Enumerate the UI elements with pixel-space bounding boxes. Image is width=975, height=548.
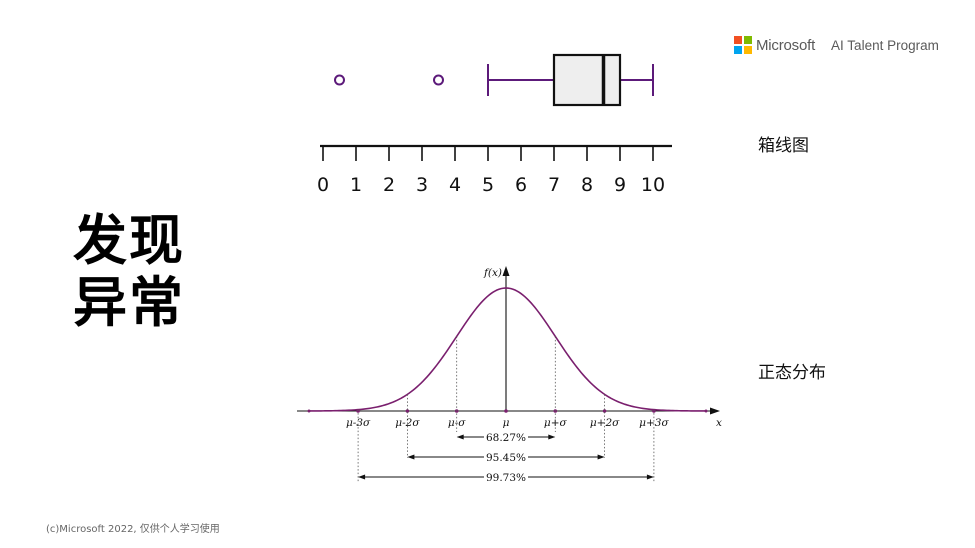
boxplot-chart: 0 1 2 3 4 5 6 7 8 9 10	[317, 53, 672, 196]
normal-sigma-label: μ-σ	[448, 417, 466, 429]
logo-square	[744, 36, 752, 44]
normal-interval-arrowhead	[456, 434, 464, 440]
normal-interval-arrowhead	[358, 474, 366, 480]
normal-interval-label: 95.45%	[486, 452, 526, 464]
normal-interval-arrowhead	[548, 434, 556, 440]
normal-sigma-label: μ+2σ	[590, 417, 620, 429]
boxplot-tick-label: 9	[614, 174, 626, 196]
title-line-1: 发现	[73, 209, 185, 272]
logo-square	[734, 46, 742, 54]
normal-sigma-label: μ+σ	[544, 417, 568, 429]
normal-x-axis-label: x	[716, 417, 722, 429]
normal-curve-end-point	[307, 409, 311, 413]
boxplot-tick-label: 2	[383, 174, 395, 196]
normal-curve-end-point	[704, 409, 708, 413]
boxplot-tick-label: 8	[581, 174, 593, 196]
footer-copyright: (c)Microsoft 2022, 仅供个人学习使用	[46, 524, 220, 535]
normal-sigma-label: μ-3σ	[346, 417, 371, 429]
boxplot-tick-label: 1	[350, 174, 362, 196]
boxplot-tick-label: 5	[482, 174, 494, 196]
slide-title: 发现 异常	[73, 210, 185, 334]
logo-square	[734, 36, 742, 44]
boxplot-tick-label: 10	[641, 174, 665, 196]
normal-interval-arrowhead	[646, 474, 654, 480]
boxplot-tick-label: 6	[515, 174, 527, 196]
normal-x-axis-arrow	[710, 407, 720, 415]
normal-interval-label: 68.27%	[486, 432, 526, 444]
boxplot-outlier-point	[334, 74, 345, 86]
normal-interval-arrowhead	[597, 454, 605, 460]
boxplot-label: 箱线图	[758, 136, 809, 156]
normal-distribution-label: 正态分布	[758, 363, 826, 383]
boxplot-tick-label: 0	[317, 174, 329, 196]
title-line-2: 异常	[73, 271, 185, 334]
normal-y-axis-label: f(x)	[483, 267, 502, 279]
boxplot-tick-label: 7	[548, 174, 560, 196]
normal-distribution-chart: x f(x) μ-3σ μ-2σ μ-σ μ μ+σ μ+2σ μ+3σ 68.27% 95.45%…	[297, 266, 722, 484]
normal-interval-arrowhead	[407, 454, 415, 460]
normal-interval-label: 99.73%	[486, 472, 526, 484]
normal-sigma-label: μ-2σ	[395, 417, 420, 429]
program-name: AI Talent Program	[831, 37, 939, 53]
microsoft-logo: Microsoft AI Talent Program	[734, 36, 939, 54]
normal-y-axis-arrow	[502, 266, 510, 276]
normal-sigma-point	[405, 409, 410, 413]
microsoft-logo-icon	[734, 36, 752, 54]
logo-square	[744, 46, 752, 54]
boxplot-box	[552, 53, 622, 107]
normal-sigma-point	[504, 409, 508, 413]
normal-sigma-label: μ+3σ	[639, 417, 669, 429]
boxplot-tick-label: 4	[449, 174, 461, 196]
boxplot-outlier-point	[433, 74, 444, 86]
normal-sigma-label: μ	[503, 417, 510, 429]
normal-sigma-point	[602, 409, 607, 413]
normal-curve	[308, 287, 705, 412]
brand-name: Microsoft	[756, 36, 816, 54]
boxplot-tick-label: 3	[416, 174, 428, 196]
